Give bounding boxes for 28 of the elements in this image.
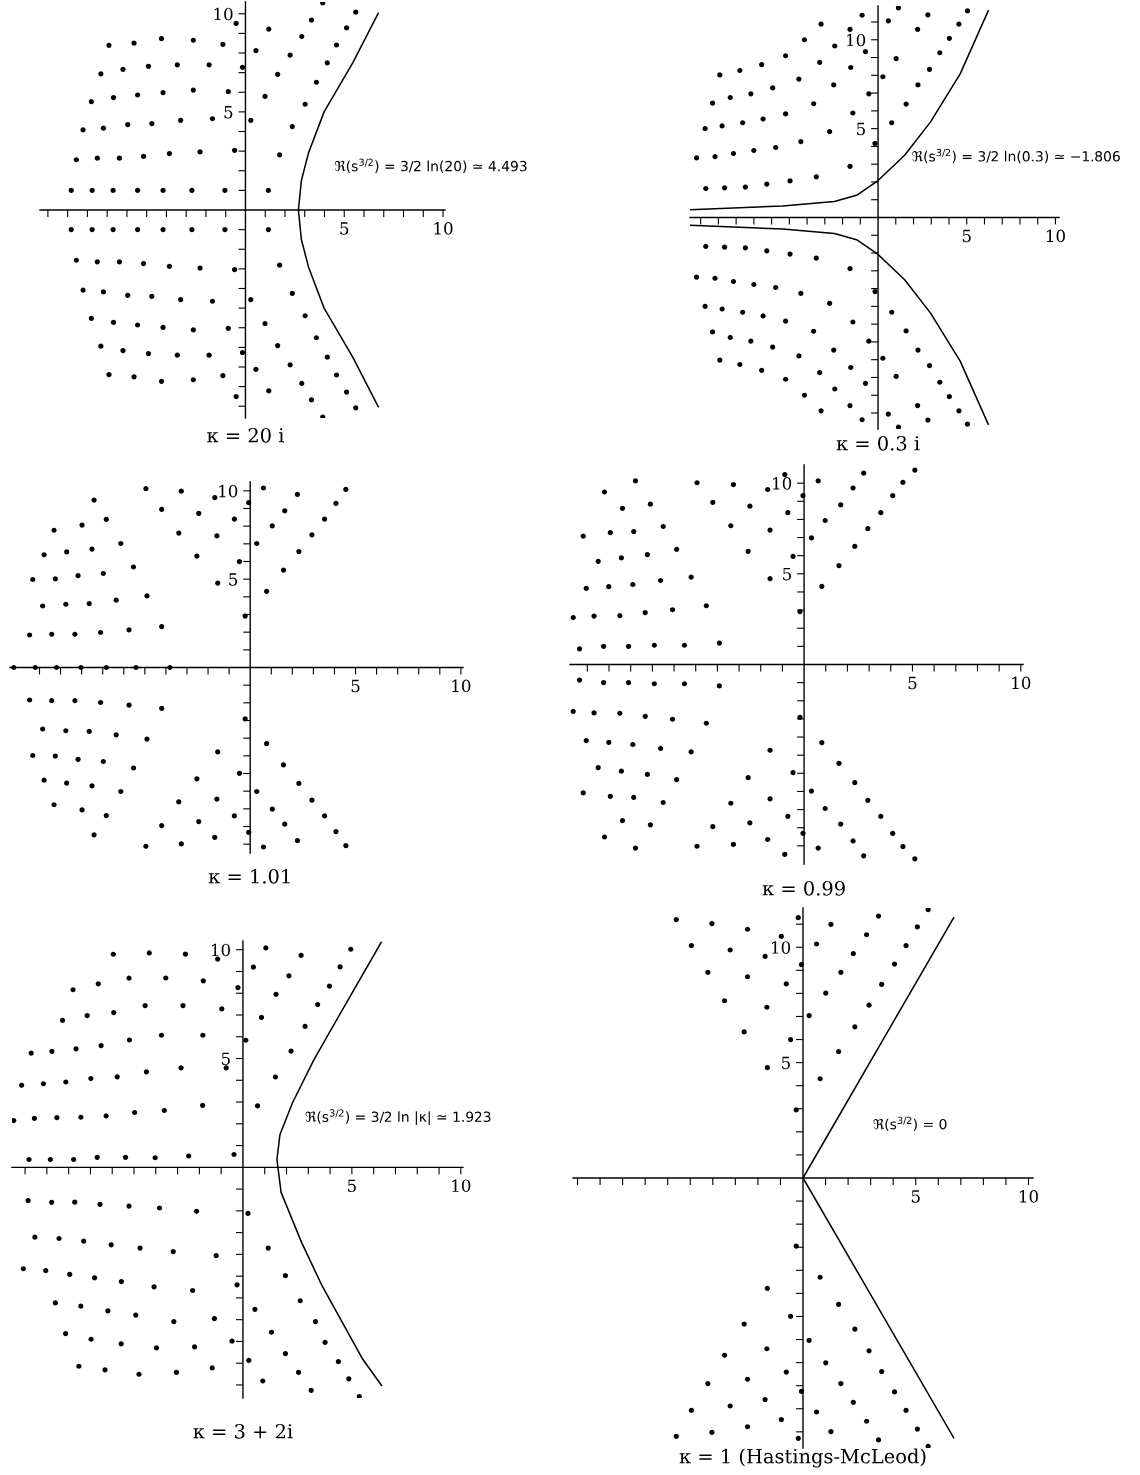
x-tick-label: 10: [1046, 229, 1065, 243]
x-tick-label: 5: [962, 229, 971, 243]
text: κ = 0.99: [762, 880, 845, 896]
annotation: ℜ(s$^{3/2}$) = 3/2 ln(20) ≃ 4.493: [334, 158, 527, 173]
y-tick-label: 5: [782, 1056, 790, 1070]
annotation: ℜ(s$^{3/2}$) = 3/2 ln(0.3) ≃ −1.806: [912, 148, 1120, 164]
x-tick-label: 10: [434, 222, 453, 235]
text: κ = 3 + 2i: [193, 1423, 293, 1439]
text: κ = 1.01: [208, 868, 290, 884]
annotation: ℜ(s$^{3/2}$) = 0: [873, 1116, 947, 1132]
text: κ = 0.3 i: [836, 435, 920, 451]
text: κ = 1 (Hastings-McLeod): [679, 1448, 926, 1468]
y-tick-label: 10: [219, 484, 238, 498]
y-tick-label: 5: [221, 1052, 230, 1066]
y-tick-label: 5: [229, 573, 238, 586]
y-tick-label: 10: [214, 7, 233, 21]
y-tick-label: 10: [211, 943, 231, 957]
x-tick-label: 5: [908, 676, 917, 690]
x-tick-label: 5: [340, 222, 349, 235]
y-tick-label: 5: [783, 568, 791, 581]
y-tick-label: 10: [773, 477, 792, 490]
text: κ = 20 i: [207, 427, 284, 443]
y-tick-label: 10: [772, 941, 791, 954]
annotation: ℜ(s$^{3/2}$) = 3/2 ln |κ| ≃ 1.923: [305, 1109, 491, 1126]
x-tick-label: 10: [452, 679, 471, 693]
y-tick-label: 5: [224, 106, 233, 119]
x-tick-label: 10: [1012, 676, 1031, 690]
x-tick-label: 5: [351, 679, 360, 693]
